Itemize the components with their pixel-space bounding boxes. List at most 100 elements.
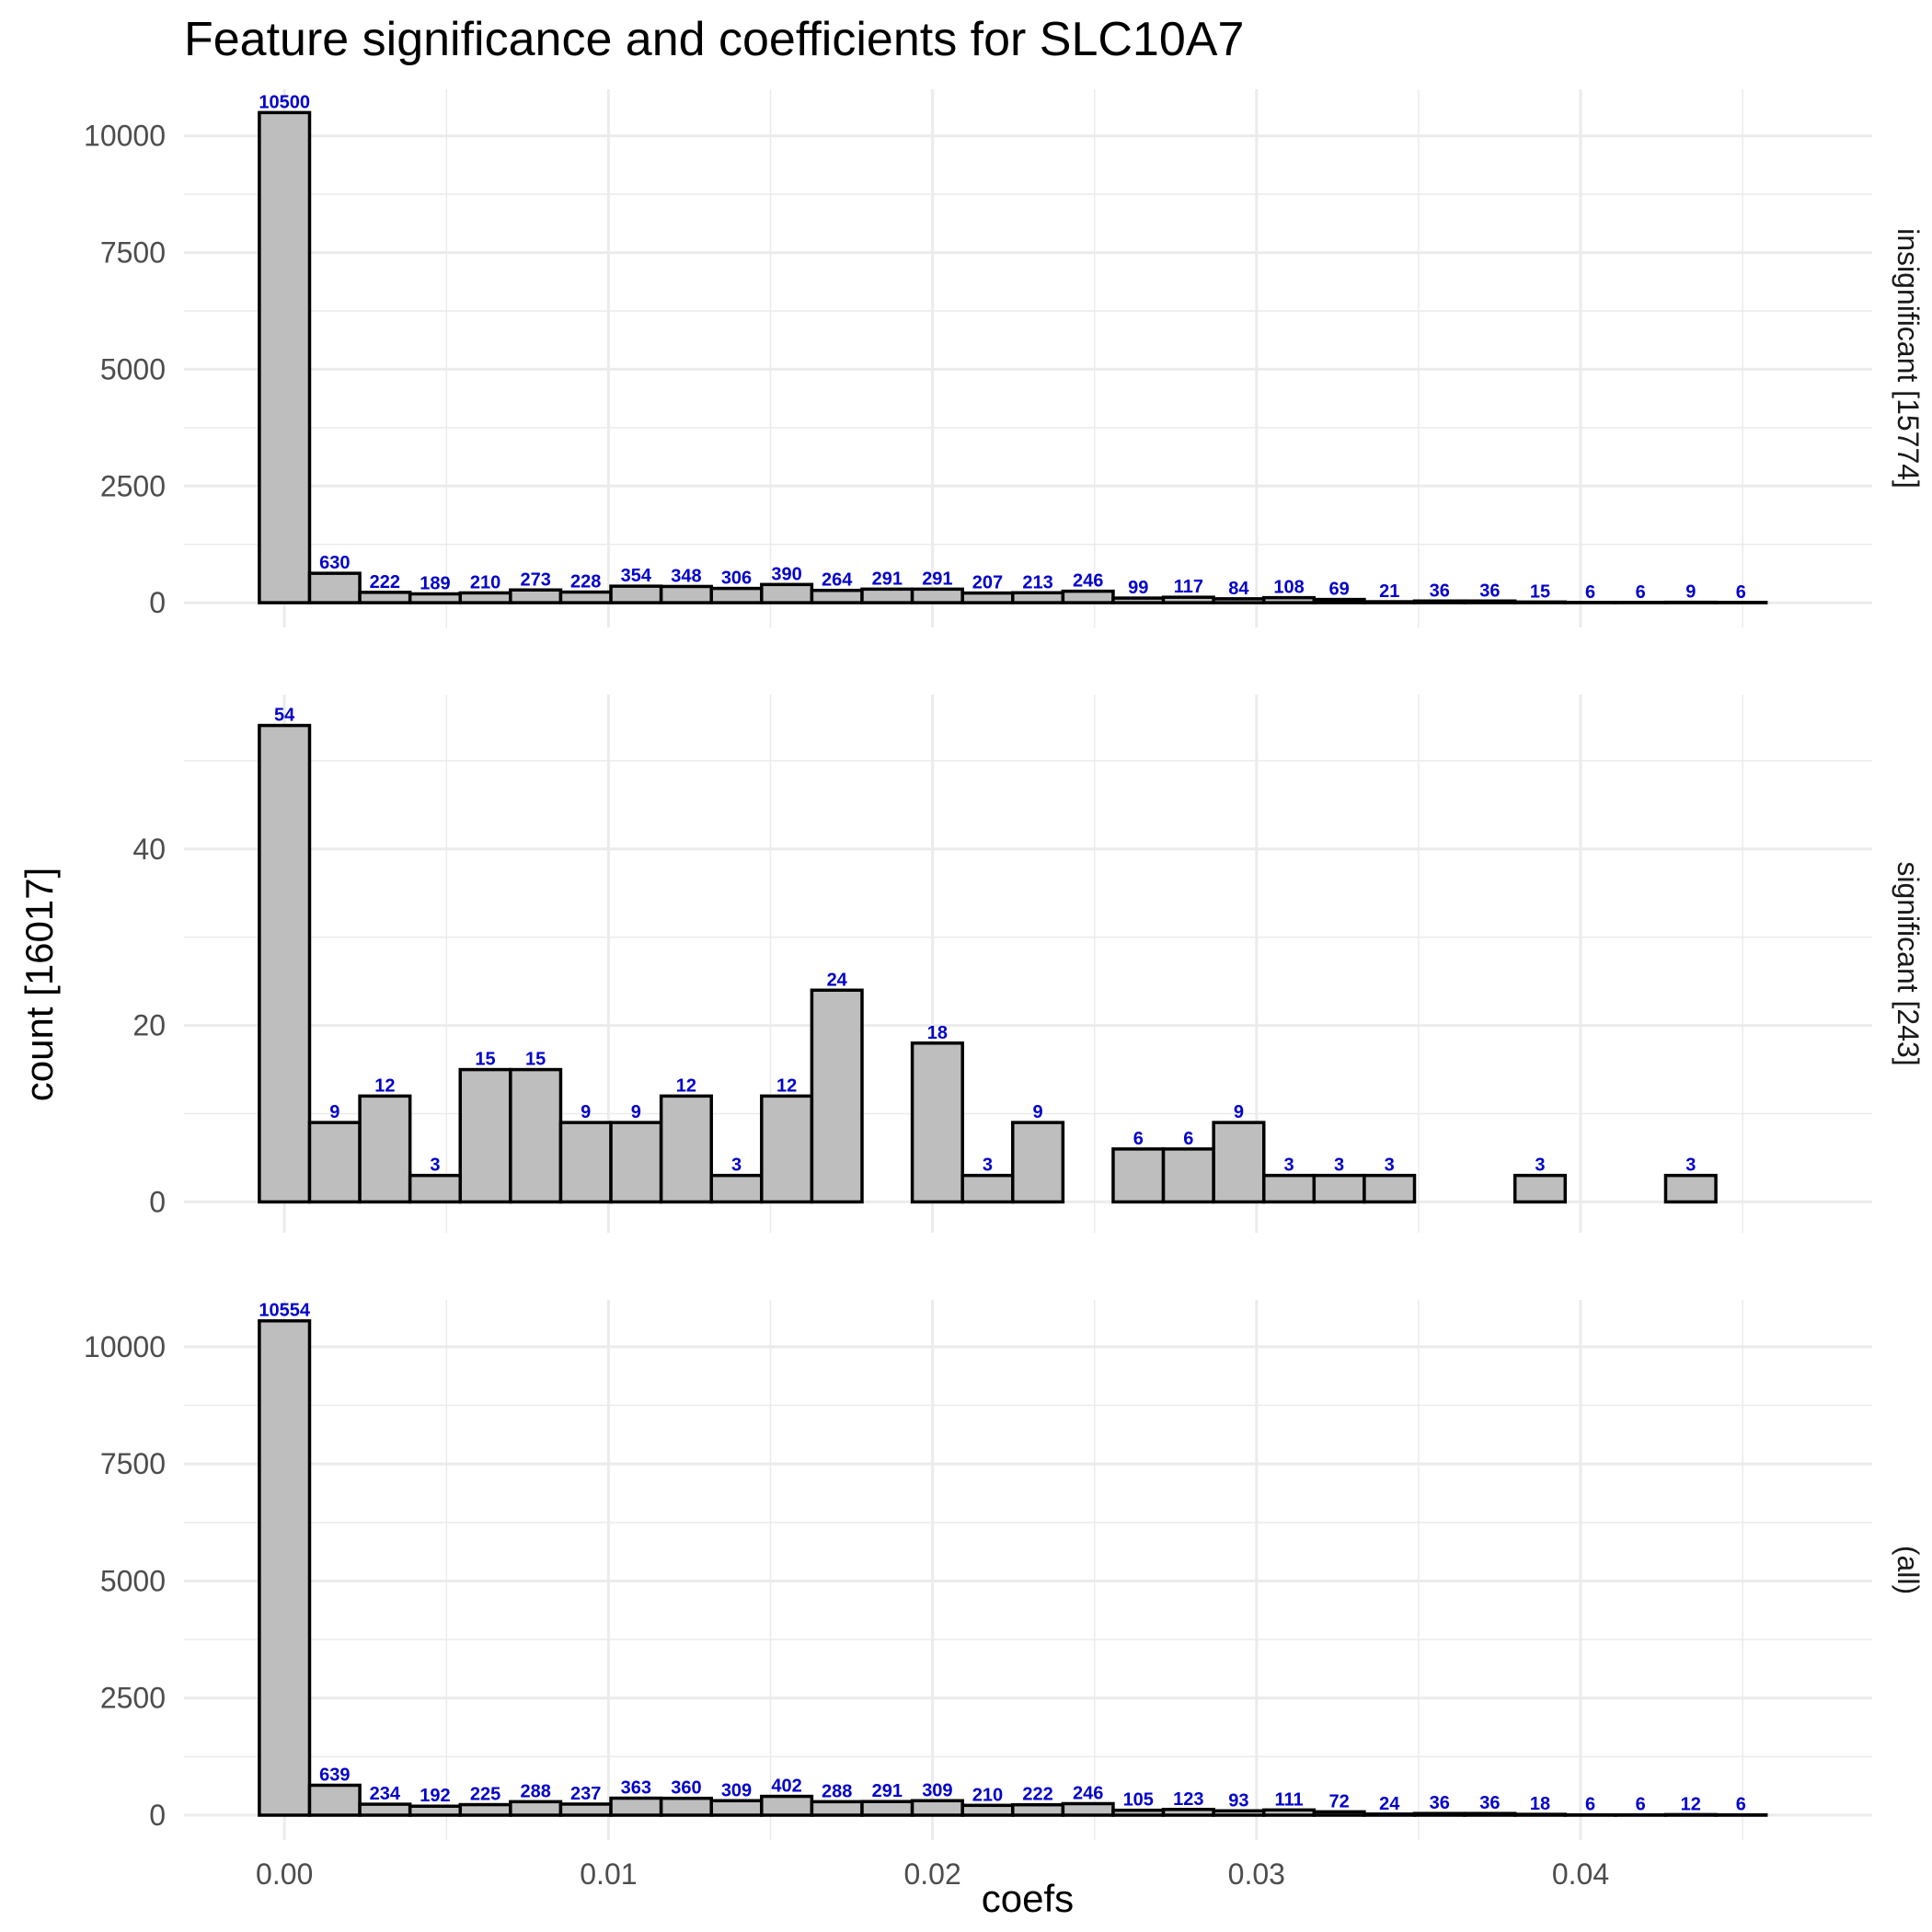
histogram-bar: [458, 591, 512, 604]
bar-count-label: 9: [1033, 1102, 1043, 1122]
bar-count-label: 210: [470, 572, 500, 592]
bar-count-label: 6: [1585, 582, 1595, 603]
bar-count-label: 21: [1379, 581, 1399, 602]
histogram-bar: [408, 1804, 463, 1817]
bar-count-label: 10554: [259, 1301, 310, 1321]
bar-count-label: 309: [922, 1780, 952, 1800]
histogram-bar: [1061, 1801, 1115, 1817]
bar-count-label: 189: [420, 574, 450, 594]
bar-count-label: 123: [1173, 1789, 1203, 1810]
histogram-bar: [1261, 595, 1317, 604]
bar-count-label: 3: [1535, 1156, 1545, 1176]
y-tick-label: 40: [132, 833, 166, 866]
bar-count-label: 84: [1228, 579, 1249, 599]
bar-count-label: 288: [822, 1781, 852, 1801]
y-tick-label: 2500: [100, 469, 166, 502]
histogram-bar: [307, 1121, 362, 1204]
histogram-bar: [1663, 1173, 1718, 1204]
bar-count-label: 6: [1585, 1795, 1595, 1815]
bar-count-label: 3: [430, 1156, 440, 1176]
histogram-bar: [810, 1800, 864, 1817]
histogram-bar: [910, 587, 964, 604]
bar-count-label: 6: [1736, 1795, 1746, 1815]
facet-strip-label: significant [243]: [1892, 861, 1925, 1065]
histogram-bar: [1312, 1810, 1366, 1817]
histogram-bar: [258, 723, 312, 1204]
facet-strip-label: insignificant [15774]: [1892, 228, 1925, 489]
bar-count-label: 360: [671, 1778, 701, 1799]
histogram-bar: [1011, 1121, 1065, 1204]
bar-count-label: 24: [1379, 1794, 1400, 1814]
bar-count-label: 117: [1174, 577, 1203, 597]
histogram-bar: [1261, 1808, 1317, 1817]
histogram-bar: [1111, 596, 1166, 604]
bar-count-label: 111: [1274, 1789, 1303, 1810]
bar-count-label: 246: [1073, 1783, 1103, 1803]
y-tick-label: 20: [132, 1009, 166, 1042]
bar-count-label: 72: [1328, 1791, 1349, 1811]
histogram-bar: [1663, 1812, 1718, 1817]
histogram-bar: [1363, 1173, 1417, 1204]
histogram-bar: [1111, 1808, 1166, 1817]
bar-count-label: 273: [520, 569, 550, 590]
histogram-bar: [960, 591, 1015, 604]
histogram-bar: [1161, 1147, 1215, 1204]
histogram-bar: [509, 1067, 563, 1204]
histogram-bar: [1312, 1173, 1366, 1204]
histogram-bar: [1061, 589, 1115, 604]
bar-count-label: 6: [1183, 1129, 1193, 1149]
bar-count-label: 24: [827, 970, 848, 990]
histogram-bar: [1212, 597, 1266, 604]
histogram-bar: [860, 587, 914, 604]
bar-count-label: 3: [1685, 1156, 1696, 1176]
bar-count-label: 9: [1234, 1102, 1244, 1122]
bar-count-label: 15: [475, 1050, 495, 1070]
y-tick-label: 10000: [84, 1330, 166, 1363]
bar-count-label: 69: [1328, 580, 1349, 600]
bar-count-label: 3: [731, 1156, 742, 1176]
bar-count-label: 630: [319, 553, 350, 573]
bar-count-label: 225: [470, 1785, 500, 1805]
x-tick-label: 0.01: [580, 1857, 637, 1891]
histogram-bar: [960, 1803, 1015, 1817]
histogram-bar: [910, 1041, 964, 1204]
facet-panel-0: 0 2500 5000 7500 10000 10500 630 222 189 210 273 22…: [84, 89, 1925, 627]
histogram-bar: [458, 1067, 512, 1204]
bar-count-label: 291: [872, 1781, 903, 1801]
histogram-bar: [910, 1799, 964, 1817]
histogram-bar: [1161, 1808, 1215, 1817]
histogram-bar: [1011, 1802, 1065, 1817]
histogram-bar: [810, 988, 864, 1204]
histogram-bar: [1312, 597, 1366, 604]
histogram-bar: [358, 591, 412, 604]
histogram-bar: [358, 1802, 412, 1817]
histogram-bar: [760, 1094, 814, 1204]
bar-count-label: 9: [631, 1102, 641, 1122]
bar-count-label: 6: [1133, 1129, 1144, 1149]
y-axis-title: count [16017]: [17, 868, 61, 1102]
histogram-bar: [558, 1121, 613, 1204]
y-tick-label: 0: [149, 1185, 166, 1218]
bar-count-label: 93: [1228, 1790, 1248, 1811]
bar-count-label: 108: [1273, 578, 1304, 598]
bar-count-label: 291: [922, 569, 952, 589]
bar-count-label: 10500: [259, 92, 310, 112]
bar-count-label: 99: [1128, 578, 1148, 598]
histogram-bar: [1011, 591, 1065, 604]
bar-count-label: 228: [570, 572, 601, 592]
y-tick-label: 7500: [100, 1447, 166, 1480]
facet-panel-2: 0 2500 5000 7500 10000 10554 639 234 192 225 288 23…: [84, 1300, 1925, 1840]
bar-count-label: 363: [621, 1778, 651, 1799]
bar-count-label: 639: [319, 1765, 350, 1785]
bar-count-label: 12: [374, 1075, 395, 1096]
x-axis-title: coefs: [982, 1877, 1074, 1920]
bar-count-label: 12: [776, 1075, 797, 1096]
bar-count-label: 348: [671, 566, 701, 586]
histogram-bar: [1161, 595, 1215, 604]
bar-count-label: 306: [721, 569, 752, 589]
bar-count-label: 264: [822, 570, 853, 591]
bar-count-label: 222: [1022, 1785, 1052, 1805]
histogram-bar: [307, 571, 362, 604]
histogram-bar: [509, 588, 563, 604]
bar-count-label: 12: [1681, 1794, 1701, 1814]
